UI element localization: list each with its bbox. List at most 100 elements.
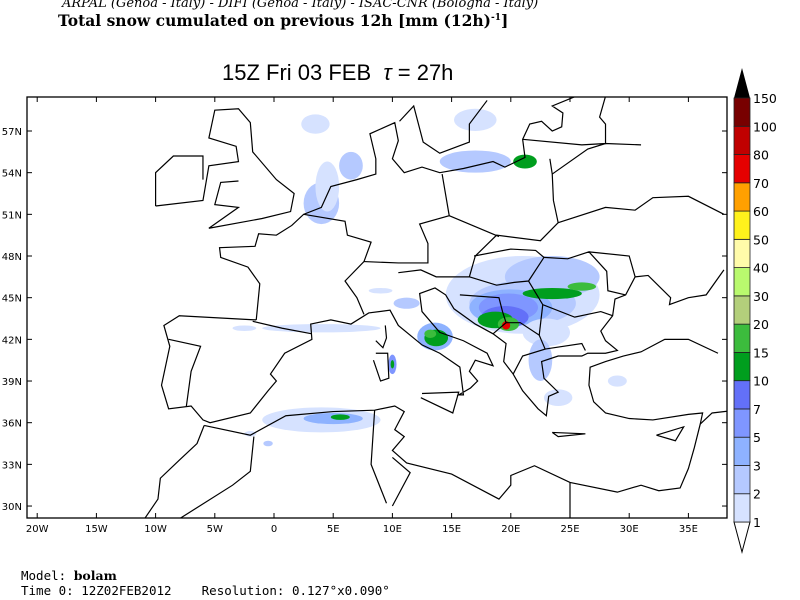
axis-ticks: 57N 54N 51N 48N 45N 42N 39N 36N 33N 30N 20W 15W 10W 5… [2, 97, 727, 535]
colorbar-swatch [733, 210, 751, 240]
lon-label: 0 [271, 524, 277, 535]
time-line: Time 0: 12Z02FEB2012 Resolution: 0.127°x… [21, 583, 390, 598]
colorbar-label: 20 [753, 317, 769, 332]
coastline [179, 436, 255, 518]
snow-area [453, 108, 497, 131]
time0-label: Time 0: [21, 583, 74, 598]
lon-label: 10W [144, 524, 167, 535]
snow-area [244, 431, 257, 437]
snow-area [330, 414, 350, 420]
colorbar-label: 150 [753, 91, 777, 106]
lat-label: 39N [2, 377, 22, 388]
snow-area [501, 321, 511, 330]
lon-label: 20W [26, 524, 49, 535]
colorbar-label: 10 [753, 374, 769, 389]
lon-label: 15E [442, 524, 461, 535]
coastline [391, 456, 411, 507]
colorbar-label: 15 [753, 345, 769, 360]
time0-value: 12Z02FEB2012 [81, 583, 172, 598]
colorbar-swatch [733, 436, 751, 466]
colorbar: 1 2 3 5 7 10 15 20 30 40 50 60 70 80 100 150 [733, 68, 777, 554]
coastline [218, 97, 576, 320]
snow-area [263, 440, 273, 447]
colorbar-swatch [733, 267, 751, 297]
colorbar-swatch [733, 465, 751, 495]
coastline [545, 342, 586, 351]
colorbar-label: 40 [753, 261, 769, 276]
coastline [528, 280, 613, 318]
lat-label: 57N [2, 127, 22, 138]
lon-label: 25E [560, 524, 579, 535]
colorbar-swatch [733, 493, 751, 523]
snow-area [393, 297, 420, 309]
coastline [399, 100, 488, 154]
model-value: bolam [73, 568, 117, 583]
lon-label: 15W [85, 524, 108, 535]
coastline [551, 142, 642, 175]
coastline [551, 431, 586, 438]
coastline [543, 251, 626, 296]
coastline [469, 248, 545, 286]
lat-label: 51N [2, 210, 22, 221]
colorbar-max-arrow [734, 68, 750, 98]
colorbar-swatch [733, 380, 751, 410]
coastline [144, 425, 205, 518]
colorbar-label: 2 [753, 487, 761, 502]
tau-value: = 27h [397, 60, 454, 85]
colorbar-label: 60 [753, 204, 769, 219]
lat-label: 42N [2, 335, 22, 346]
resolution-label: Resolution: [201, 583, 285, 598]
model-label: Model: [21, 568, 67, 583]
snow-area [339, 151, 363, 180]
coastline [449, 215, 500, 238]
colorbar-label: 70 [753, 176, 769, 191]
snow-area [368, 287, 393, 294]
lat-label: 48N [2, 252, 22, 263]
coastline [538, 304, 544, 336]
colorbar-swatch [733, 351, 751, 382]
map-title: Total snow cumulated on previous 12h [mm… [58, 11, 508, 30]
snow-area [301, 114, 330, 134]
lon-label: 10E [383, 524, 402, 535]
coastline [363, 173, 450, 264]
model-line: Model: bolam [21, 568, 117, 583]
colorbar-label: 7 [753, 402, 761, 417]
snow-area [528, 339, 553, 382]
coastline [155, 108, 295, 229]
coastline [459, 294, 507, 335]
colorbar-label: 1 [753, 515, 761, 530]
colorbar-label: 50 [753, 232, 769, 247]
snow-area [543, 389, 573, 407]
lon-label: 5W [207, 524, 223, 535]
coastline [372, 352, 390, 382]
colorbar-min-arrow [733, 521, 751, 554]
colorbar-label: 80 [753, 148, 769, 163]
coastline-layer [144, 97, 727, 518]
lat-label: 30N [2, 502, 22, 513]
coastline [155, 155, 204, 207]
coastline [420, 391, 460, 414]
snow-area [424, 329, 437, 338]
resolution-value: 0.127°x0.090° [291, 583, 390, 598]
coastline [557, 195, 725, 224]
title-superscript: -1 [491, 12, 501, 23]
valid-time-text: 15Z Fri 03 FEB [222, 60, 372, 85]
tau-symbol: τ [383, 60, 392, 85]
snow-field-layer [232, 108, 627, 447]
snow-area [607, 375, 627, 387]
lat-label: 45N [2, 294, 22, 305]
snow-area [522, 318, 570, 347]
map-frame [26, 96, 728, 519]
coastline [204, 338, 719, 500]
lon-label: 35E [679, 524, 698, 535]
coastline [370, 410, 388, 504]
snow-area [315, 161, 340, 212]
colorbar-label: 100 [753, 119, 777, 134]
colorbar-swatch [733, 97, 751, 127]
title-end: ] [501, 11, 509, 30]
colorbar-swatch [733, 154, 751, 184]
lon-label: 5E [327, 524, 340, 535]
lat-label: 36N [2, 419, 22, 430]
title-text: Total snow cumulated on previous 12h [mm… [58, 11, 491, 30]
